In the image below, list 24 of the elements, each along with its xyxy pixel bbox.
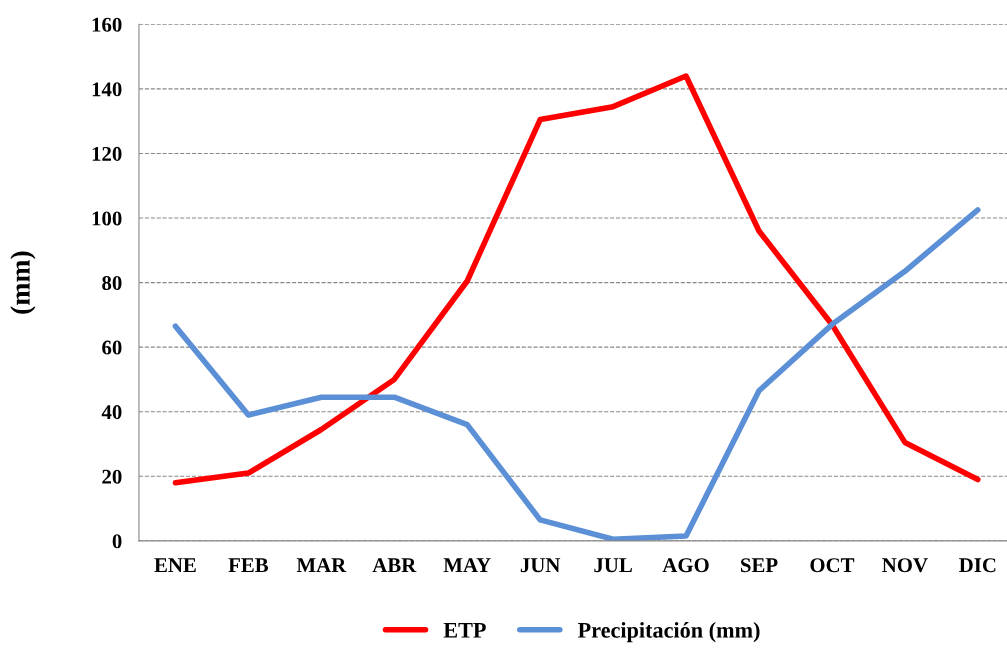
x-tick-label: JUN bbox=[520, 558, 561, 573]
y-tick-label: 60 bbox=[102, 340, 122, 355]
y-axis-title: (mm) bbox=[10, 251, 36, 314]
x-tick-label: JUL bbox=[594, 558, 632, 573]
y-tick-label: 80 bbox=[102, 275, 122, 291]
x-tick-label: ABR bbox=[372, 558, 417, 573]
x-tick-label: MAY bbox=[443, 558, 491, 572]
x-tick-label: NOV bbox=[882, 558, 928, 573]
x-tick-label: SEP bbox=[741, 558, 778, 573]
y-tick-label: 0 bbox=[112, 534, 122, 549]
legend-label: ETP bbox=[443, 622, 486, 638]
x-tick-label: AGO bbox=[662, 558, 709, 573]
y-tick-label: 140 bbox=[92, 82, 122, 97]
y-tick-label: 40 bbox=[101, 405, 122, 420]
x-tick-label: ENE bbox=[154, 558, 196, 572]
y-tick-label: 160 bbox=[92, 17, 122, 32]
y-tick-label: 20 bbox=[102, 469, 122, 484]
x-tick-label: MAR bbox=[296, 558, 347, 572]
legend-label: Precipitación (mm) bbox=[577, 622, 760, 643]
x-tick-label: OCT bbox=[810, 558, 855, 573]
y-tick-label: 120 bbox=[92, 146, 122, 161]
x-tick-label: DIC bbox=[959, 558, 996, 573]
y-tick-label: 100 bbox=[92, 211, 122, 226]
x-tick-label: FEB bbox=[228, 558, 269, 573]
